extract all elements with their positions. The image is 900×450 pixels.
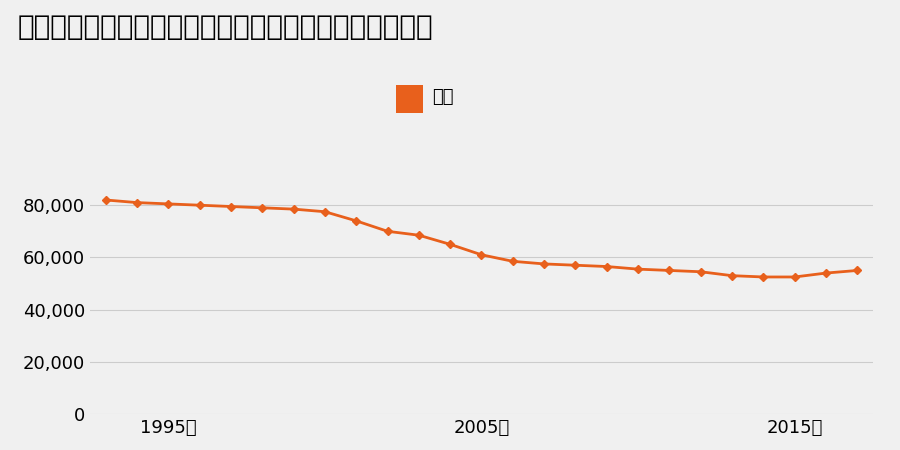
- Text: 宮城県仙台市宮城野区田子字鳥井１６番７０の地価推移: 宮城県仙台市宮城野区田子字鳥井１６番７０の地価推移: [18, 14, 434, 41]
- Text: 価格: 価格: [432, 88, 454, 106]
